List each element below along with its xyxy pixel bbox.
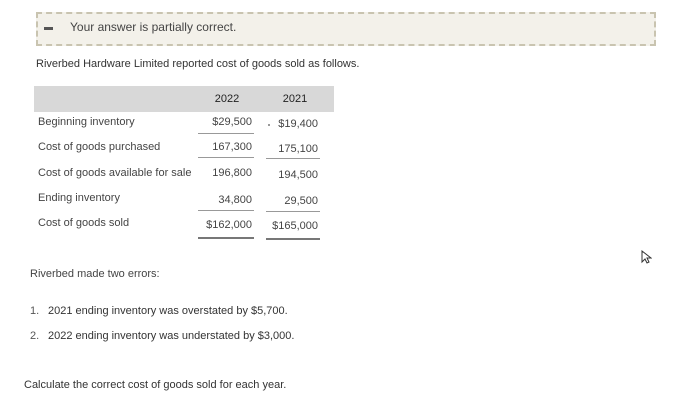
column-header-2021: 2021	[282, 93, 308, 105]
stray-dot	[268, 124, 270, 126]
double-underline	[198, 237, 254, 239]
cell-2021-beginning-inventory: $19,400	[278, 118, 318, 130]
row-label-cost-of-goods-available: Cost of goods available for sale	[38, 167, 192, 179]
cell-2021-cost-of-goods-purchased: 175,100	[278, 143, 318, 155]
underline	[198, 133, 254, 134]
cell-2022-ending-inventory: 34,800	[218, 194, 252, 206]
underline	[198, 157, 254, 158]
row-label-cost-of-goods-purchased: Cost of goods purchased	[38, 141, 161, 153]
double-underline	[266, 238, 320, 240]
column-header-2022: 2022	[214, 93, 240, 105]
list-text: 2022 ending inventory was understated by…	[48, 330, 295, 342]
mouse-cursor-icon	[641, 249, 652, 264]
underline	[266, 211, 320, 212]
list-item: 2. 2022 ending inventory was understated …	[30, 330, 294, 355]
feedback-banner: Your answer is partially correct.	[36, 12, 656, 46]
row-label-ending-inventory: Ending inventory	[38, 192, 120, 204]
row-label-cost-of-goods-sold: Cost of goods sold	[38, 217, 130, 229]
list-number: 2.	[30, 330, 40, 342]
errors-list: 1. 2021 ending inventory was overstated b…	[30, 305, 294, 355]
cell-2021-cost-of-goods-available: 194,500	[278, 169, 318, 181]
cell-2021-ending-inventory: 29,500	[284, 195, 318, 207]
underline	[266, 158, 320, 159]
cell-2021-cost-of-goods-sold: $165,000	[272, 220, 318, 232]
list-item: 1. 2021 ending inventory was overstated b…	[30, 305, 294, 330]
underline	[198, 210, 254, 211]
cell-2022-cost-of-goods-sold: $162,000	[206, 219, 252, 231]
list-number: 1.	[30, 305, 40, 317]
list-text: 2021 ending inventory was overstated by …	[48, 305, 288, 317]
cell-2022-cost-of-goods-purchased: 167,300	[212, 141, 252, 153]
errors-title: Riverbed made two errors:	[30, 268, 160, 280]
intro-text: Riverbed Hardware Limited reported cost …	[36, 58, 360, 70]
table-header: 2022 2021	[34, 86, 334, 112]
partial-correct-icon	[44, 27, 53, 30]
cell-2022-beginning-inventory: $29,500	[212, 116, 252, 128]
instruction-text: Calculate the correct cost of goods sold…	[24, 379, 287, 391]
row-label-beginning-inventory: Beginning inventory	[38, 116, 135, 128]
feedback-message: Your answer is partially correct.	[70, 20, 237, 34]
cell-2022-cost-of-goods-available: 196,800	[212, 167, 252, 179]
